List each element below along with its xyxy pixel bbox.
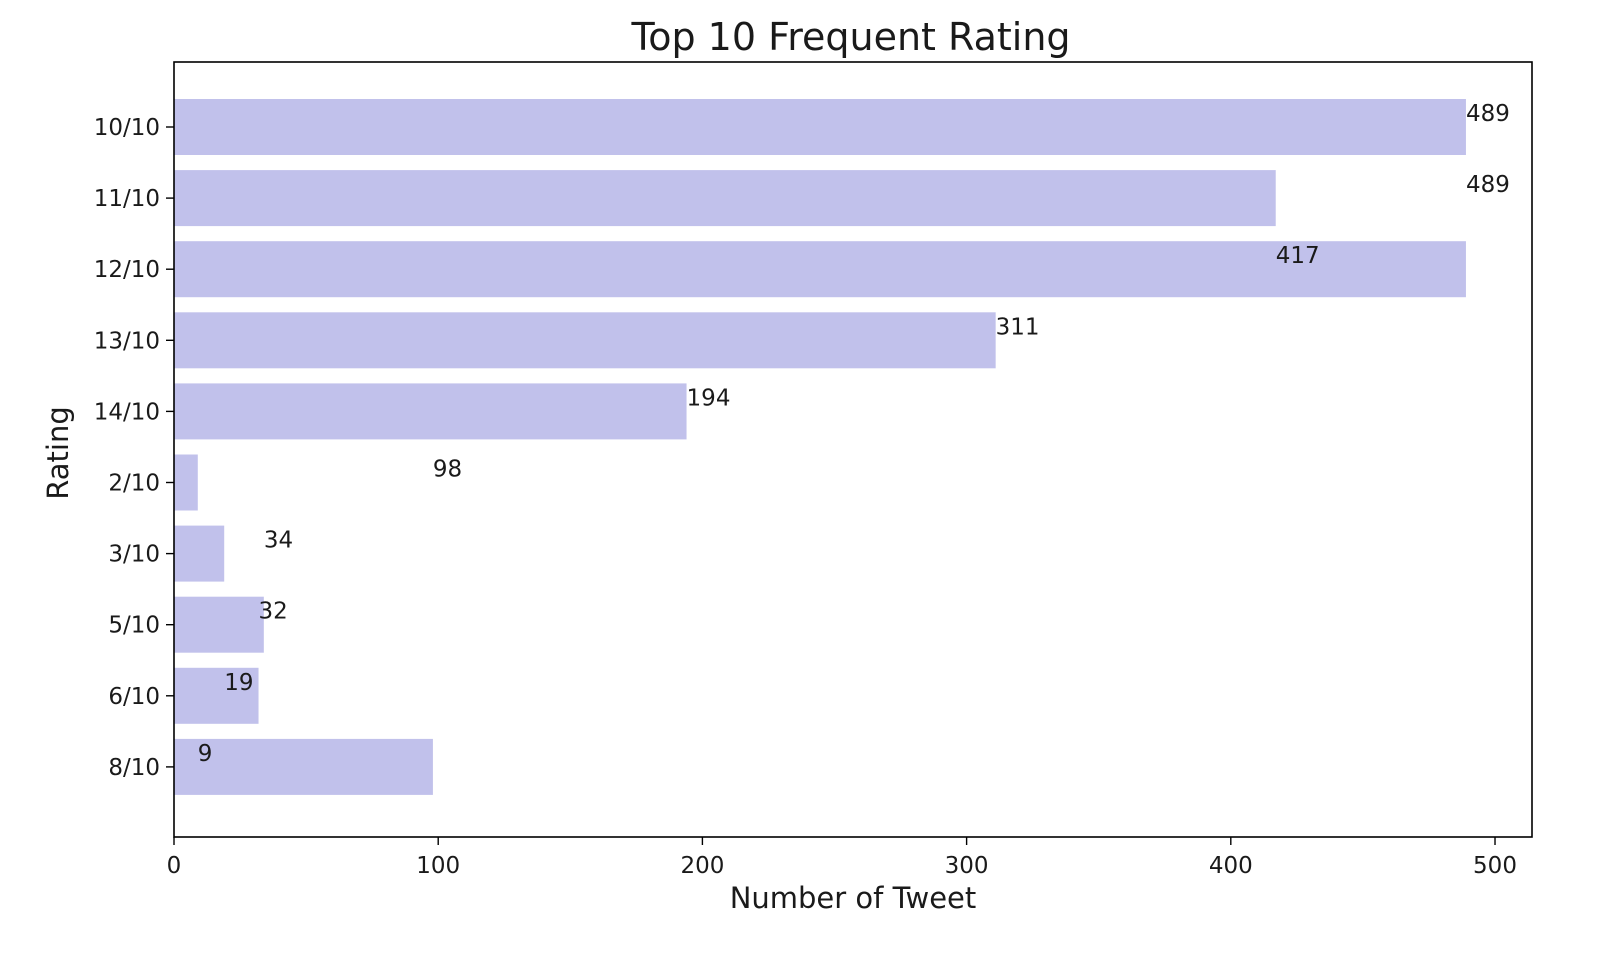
data-label-12-10: 417 [1276,243,1320,269]
data-label-10-10: 489 [1466,101,1510,127]
y-tick-label-13-10: 13/10 [94,328,160,354]
data-label-6-10: 19 [224,670,253,696]
y-tick-label-11-10: 11/10 [94,186,160,212]
chart-title: Top 10 Frequent Rating [630,15,1070,59]
data-labels-layer: 489 489 417 311 194 98 34 32 19 9 [198,101,1510,767]
y-tick-label-8-10: 8/10 [108,755,160,781]
bar-5-10 [174,596,264,653]
y-tick-label-2-10: 2/10 [108,471,160,497]
y-tick-label-10-10: 10/10 [94,115,160,141]
y-tick-label-6-10: 6/10 [108,684,160,710]
x-axis-label: Number of Tweet [730,881,977,915]
plot-frame [173,61,1533,838]
y-tick-label-14-10: 14/10 [94,399,160,425]
bar-3-10 [174,525,225,582]
y-tick-label-12-10: 12/10 [94,257,160,283]
x-axis-ticks: 0 100 200 300 400 500 [167,837,1517,879]
bar-8-10 [174,738,433,795]
x-tick-label-200: 200 [680,853,724,879]
bars-layer [174,99,1466,795]
y-tick-label-3-10: 3/10 [108,542,160,568]
data-label-13-10: 311 [996,314,1040,340]
bar-6-10 [174,667,259,724]
bar-10-10 [174,99,1466,155]
data-label-8-10: 9 [198,741,213,767]
bar-14-10 [174,383,687,440]
bar-12-10 [174,241,1466,298]
data-label-11-10: 489 [1466,172,1510,198]
bar-13-10 [174,312,996,369]
bar-11-10 [174,170,1276,227]
data-label-2-10: 98 [433,457,462,483]
y-axis-ticks: 10/10 11/10 12/10 13/10 14/10 2/10 3/10 5/10 6/1… [94,115,174,781]
x-tick-label-0: 0 [167,853,182,879]
x-tick-label-300: 300 [945,853,989,879]
data-label-14-10: 194 [687,385,731,411]
x-tick-label-400: 400 [1209,853,1253,879]
data-label-5-10: 32 [259,599,288,625]
y-axis-label: Rating [41,406,75,500]
x-tick-label-500: 500 [1473,853,1517,879]
data-label-3-10: 34 [264,528,293,554]
x-tick-label-100: 100 [416,853,460,879]
bar-2-10 [174,454,198,511]
y-tick-label-5-10: 5/10 [108,613,160,639]
